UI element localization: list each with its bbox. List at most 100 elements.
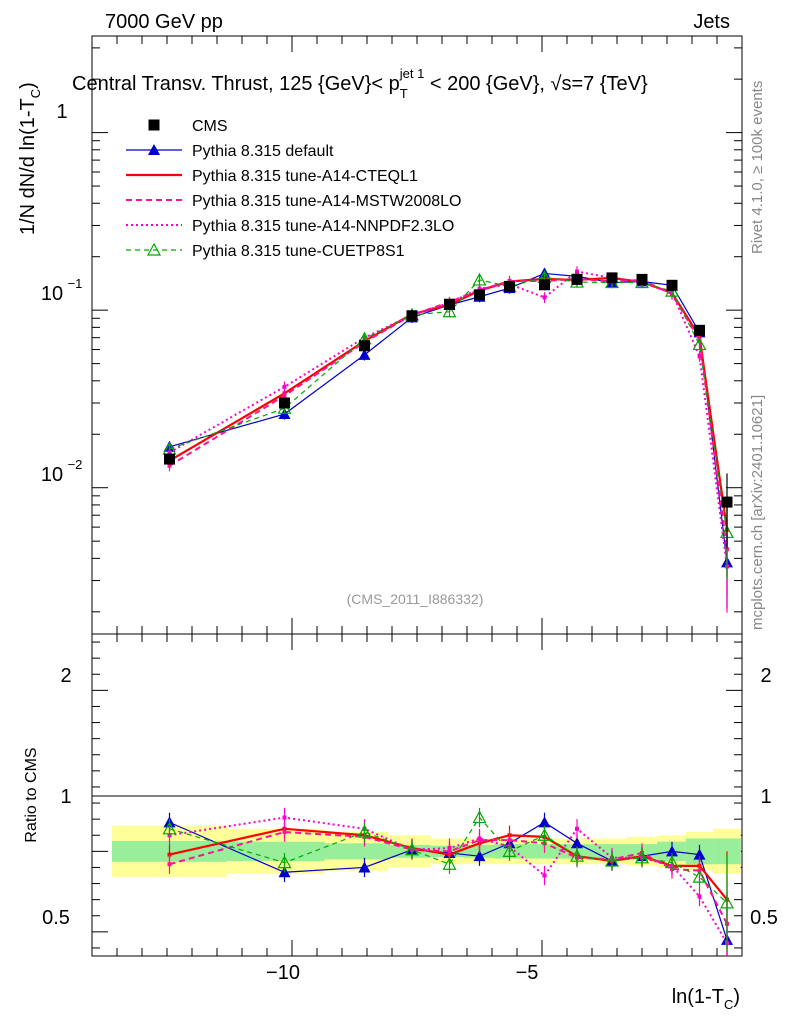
x-tick-neg5: −5 — [516, 962, 539, 984]
ratio-point — [538, 816, 551, 828]
data-point — [444, 298, 455, 310]
legend-item: Pythia 8.315 tune-A14-NNPDF2.3LO — [126, 218, 454, 235]
legend-label: CMS — [192, 118, 228, 135]
ratio-point — [167, 862, 172, 867]
data-point — [666, 279, 678, 291]
series-cms — [164, 272, 733, 549]
xlabel-main: ln(1-T — [672, 986, 724, 1008]
ratio-point — [472, 810, 487, 824]
y-axis-label: 1/N dN/d ln(1-TC) — [17, 82, 43, 235]
ratio-point — [569, 848, 585, 862]
ratio-line — [169, 821, 728, 941]
ratio-tick-05-left: 0.5 — [42, 907, 70, 929]
series-pythia-8-315-tune-a14-cteql1 — [167, 272, 729, 576]
main-axis-ticks — [91, 36, 742, 634]
title-sub: T — [400, 86, 408, 101]
ratio-point — [473, 850, 486, 862]
data-point — [571, 273, 583, 285]
ratio-point — [162, 821, 177, 835]
ratio-band-inner — [324, 843, 389, 860]
ratio-point — [575, 826, 579, 831]
legend-marker — [146, 242, 162, 256]
ratio-point — [634, 850, 650, 864]
ratio-point — [357, 824, 372, 838]
y-tick-1e-2-base: 10 — [41, 464, 63, 486]
ratio-tick-2-left: 2 — [60, 665, 71, 687]
ratio-series-group — [162, 807, 735, 956]
data-point — [692, 337, 707, 351]
chart-title: Central Transv. Thrust, 125 {GeV}< pTjet… — [72, 66, 648, 101]
series-line — [168, 277, 728, 550]
ratio-line — [169, 816, 728, 904]
ratio-point — [477, 836, 482, 841]
ratio-point — [447, 846, 452, 851]
legend-marker — [148, 144, 160, 155]
data-point — [575, 269, 579, 274]
ylabel-main: 1/N dN/d ln(1-T — [17, 98, 39, 235]
ratio-point — [282, 815, 287, 820]
data-point — [539, 279, 550, 291]
ratio-axis-ticks — [91, 634, 742, 956]
data-point — [477, 286, 482, 291]
ratio-tick-05-right: 0.5 — [750, 907, 778, 929]
data-point — [504, 280, 515, 292]
data-point — [474, 289, 485, 301]
ratio-point — [697, 894, 702, 899]
x-tick-neg10: −10 — [266, 962, 300, 984]
ratio-point — [666, 845, 678, 857]
ratio-point — [542, 873, 547, 878]
data-point — [442, 304, 457, 318]
legend-label: Pythia 8.315 tune-A14-NNPDF2.3LO — [192, 218, 454, 235]
xlabel-end: ) — [733, 986, 740, 1008]
ratio-tick-2-right: 2 — [760, 665, 771, 687]
ratio-point — [358, 861, 371, 873]
header-right: Jets — [693, 11, 730, 33]
main-series-group — [162, 266, 735, 613]
analysis-watermark: (CMS_2011_I886332) — [347, 591, 484, 607]
side-label-mcplots: mcplots.cern.ch [arXiv:2401.10621] — [749, 395, 766, 630]
y-tick-1e-2-exp: −2 — [68, 457, 83, 472]
x-axis-label: ln(1-TC) — [672, 986, 740, 1012]
ratio-tick-1-left: 1 — [60, 786, 71, 808]
data-point — [636, 273, 648, 285]
data-point — [406, 310, 418, 322]
title-prefix: Central Transv. Thrust, 125 {GeV}< p — [72, 73, 400, 95]
data-point — [472, 272, 487, 286]
xlabel-sub: C — [724, 997, 733, 1012]
data-point — [282, 393, 287, 398]
legend-label: Pythia 8.315 tune-CUETP8S1 — [192, 243, 405, 260]
data-point — [359, 340, 370, 352]
legend-item: Pythia 8.315 tune-CUETP8S1 — [126, 242, 405, 260]
data-point — [721, 496, 733, 508]
y-tick-1: 1 — [56, 101, 67, 123]
ylabel-end: ) — [17, 82, 39, 89]
ratio-plot-frame — [91, 633, 743, 957]
ratio-point — [719, 895, 735, 909]
ratio-pythia-8-315-tune-cuetp8s1 — [162, 807, 735, 952]
ratio-point — [604, 853, 620, 867]
data-point — [279, 397, 290, 409]
header-left: 7000 GeV pp — [105, 11, 223, 33]
ratio-point — [277, 855, 292, 869]
legend-marker — [148, 119, 160, 131]
data-point — [542, 295, 547, 300]
side-label-rivet: Rivet 4.1.0, ≥ 100k events — [749, 81, 766, 254]
ratio-point — [537, 827, 552, 841]
ratio-line — [169, 827, 728, 901]
legend: CMS Pythia 8.315 default Pythia 8.315 tune… — [126, 118, 461, 260]
ratio-point — [664, 855, 680, 869]
data-point — [606, 272, 618, 284]
ratio-point — [692, 869, 707, 883]
ratio-line — [169, 816, 728, 944]
ratio-point — [502, 844, 517, 857]
legend-item: CMS — [148, 118, 228, 135]
ratio-point — [571, 837, 583, 849]
data-point — [358, 348, 371, 360]
ratio-point — [282, 830, 287, 835]
series-pythia-8-315-default — [163, 267, 733, 609]
ratio-uncertainty-bands — [112, 825, 741, 878]
data-point — [164, 453, 175, 465]
series-pythia-8-315-tune-a14-mstw2008lo — [167, 273, 729, 596]
data-point — [282, 384, 287, 389]
title-sup: jet 1 — [399, 66, 425, 81]
